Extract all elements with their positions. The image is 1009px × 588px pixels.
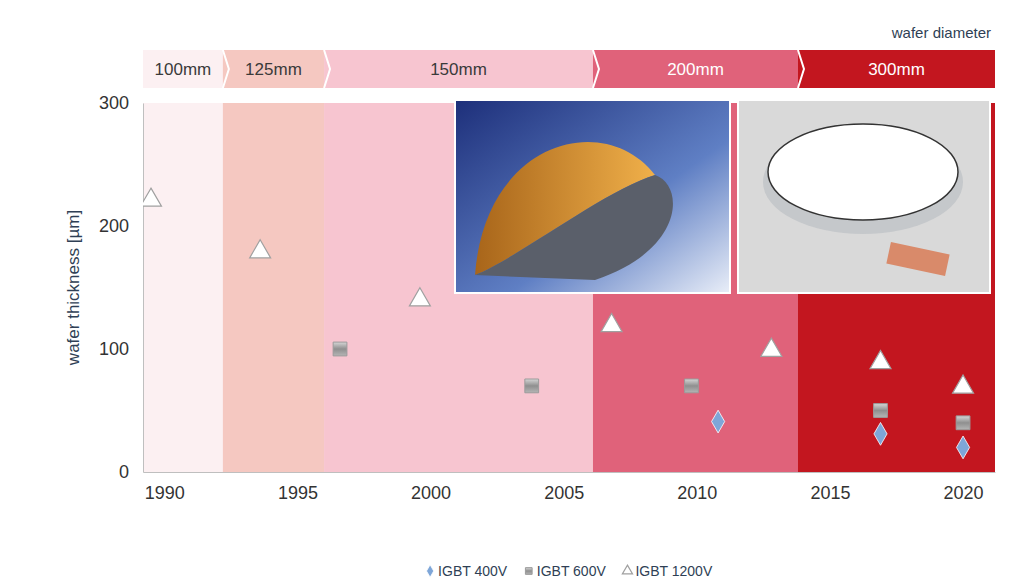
band-label: 100mm (155, 60, 212, 79)
band-label: 300mm (868, 60, 925, 79)
points (143, 188, 974, 459)
x-tick: 1990 (145, 472, 185, 503)
band-chevron (593, 50, 599, 88)
x-tick: 2020 (944, 472, 984, 503)
x-tick: 2010 (677, 472, 717, 503)
legend-item: IGBT 1200V (622, 563, 713, 579)
point (685, 379, 699, 393)
legend-item: IGBT 400V (427, 563, 508, 579)
y-tick: 0 (119, 462, 143, 482)
point (870, 350, 891, 368)
x-tick-label: 1995 (278, 483, 318, 503)
y-tick: 300 (99, 93, 143, 113)
x-tick: 1995 (278, 472, 318, 503)
x-tick-label: 2005 (544, 483, 584, 503)
point (250, 240, 271, 258)
chart: 1990 1995 2000 2005 2010 2015 2020 0 100 200 300 10… (0, 0, 1009, 588)
point (333, 342, 347, 356)
point (956, 416, 970, 430)
legend-label: IGBT 1200V (635, 563, 712, 579)
point (601, 314, 622, 332)
legend-symbol (622, 565, 632, 574)
x-axis-line (144, 472, 996, 473)
point (143, 188, 161, 206)
x-tick: 2000 (411, 472, 451, 503)
y-tick-label: 300 (99, 93, 129, 113)
legend: IGBT 400V IGBT 600V IGBT 1200V (427, 563, 713, 579)
band-label: 150mm (430, 60, 487, 79)
point (874, 422, 887, 445)
point (956, 436, 969, 459)
band-header-cell (324, 50, 593, 88)
band-header-cell (223, 50, 324, 88)
point (525, 379, 539, 393)
band-header-cell (593, 50, 798, 88)
band-chevron (223, 50, 229, 88)
x-axis: 1990 1995 2000 2005 2010 2015 2020 (144, 472, 996, 503)
band-label: 200mm (667, 60, 724, 79)
x-tick-label: 2010 (677, 483, 717, 503)
y-axis-title: wafer thickness [µm] (64, 210, 83, 366)
y-axis-line (143, 104, 144, 473)
y-tick-label: 100 (99, 339, 129, 359)
x-tick-label: 1990 (145, 483, 185, 503)
inset-photos (455, 100, 990, 293)
y-tick: 100 (99, 339, 143, 359)
y-tick: 200 (99, 216, 143, 236)
x-tick-label: 2000 (411, 483, 451, 503)
x-tick-label: 2015 (810, 483, 850, 503)
diameter-band (143, 103, 223, 472)
legend-label: IGBT 400V (438, 563, 508, 579)
diameter-band (223, 103, 324, 472)
band-header-cell (798, 50, 995, 88)
band-header-cell (143, 50, 223, 88)
point (712, 410, 725, 433)
banknote (886, 242, 949, 276)
y-tick-label: 200 (99, 216, 129, 236)
point (409, 288, 430, 306)
legend-symbol (525, 568, 532, 575)
legend-item: IGBT 600V (525, 563, 606, 579)
x-tick-label: 2020 (944, 483, 984, 503)
band-title: wafer diameter (891, 24, 991, 41)
x-tick: 2015 (810, 472, 850, 503)
plot: 1990 1995 2000 2005 2010 2015 2020 0 100 200 300 (99, 93, 996, 503)
thin-wafer (768, 124, 958, 220)
wafer-back (475, 175, 673, 280)
legend-label: IGBT 600V (537, 563, 607, 579)
y-axis: 0 100 200 300 (99, 93, 144, 482)
point (874, 404, 888, 418)
point (761, 338, 782, 356)
x-tick: 2005 (544, 472, 584, 503)
inset-photo (738, 100, 990, 293)
band-header: 100mm 125mm 150mm 200mm 300mm (143, 50, 995, 88)
band-chevron (324, 50, 330, 88)
y-tick-label: 0 (119, 462, 129, 482)
inset-photo (455, 100, 730, 293)
legend-symbol (427, 565, 434, 577)
band-chevron (798, 50, 804, 88)
band-label: 125mm (245, 60, 302, 79)
point (953, 375, 974, 393)
